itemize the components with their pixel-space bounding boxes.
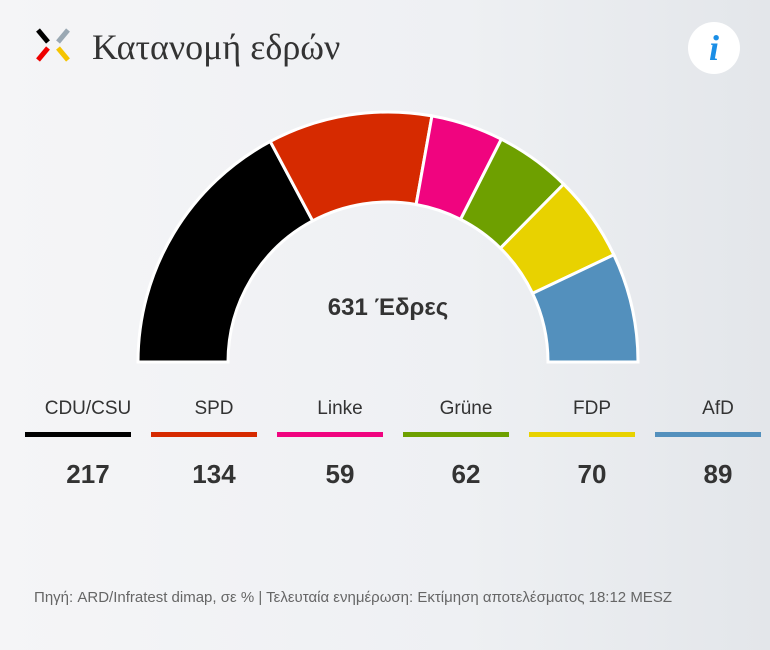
legend-item: Grüne 62: [403, 398, 529, 490]
legend: CDU/CSU 217 SPD 134 Linke 59 Grüne 62 FDP 70…: [25, 398, 770, 490]
party-label: AfD: [702, 398, 734, 419]
legend-item: CDU/CSU 217: [25, 398, 151, 490]
party-color-bar: [529, 432, 635, 437]
party-seats: 70: [577, 459, 607, 489]
party-label: Linke: [317, 398, 363, 419]
page-title: Κατανομή εδρών: [92, 27, 341, 67]
party-label: FDP: [573, 398, 611, 419]
seat-chart: 631 Έδρες: [136, 110, 640, 364]
party-seats: 134: [192, 459, 236, 489]
party-seats: 217: [66, 459, 110, 489]
party-color-bar: [277, 432, 383, 437]
legend-item: FDP 70: [529, 398, 655, 490]
legend-item: AfD 89: [655, 398, 770, 490]
segment-afd[interactable]: [530, 252, 640, 364]
party-seats: 59: [325, 459, 355, 489]
party-seats: 62: [451, 459, 481, 489]
party-label: Grüne: [439, 398, 493, 419]
party-color-bar: [655, 432, 761, 437]
party-color-bar: [151, 432, 257, 437]
party-label: SPD: [194, 398, 234, 419]
legend-item: Linke 59: [277, 398, 403, 490]
info-button[interactable]: i: [688, 22, 740, 74]
party-seats: 89: [703, 459, 733, 489]
party-color-bar: [403, 432, 509, 437]
party-color-bar: [25, 432, 131, 437]
election-logo-icon: [36, 28, 70, 62]
party-label: CDU/CSU: [44, 398, 132, 419]
total-seats-label: 631 Έδρες: [328, 294, 448, 321]
source-footnote: Πηγή: ARD/Infratest dimap, σε % | Τελευτ…: [34, 589, 672, 606]
legend-item: SPD 134: [151, 398, 277, 490]
